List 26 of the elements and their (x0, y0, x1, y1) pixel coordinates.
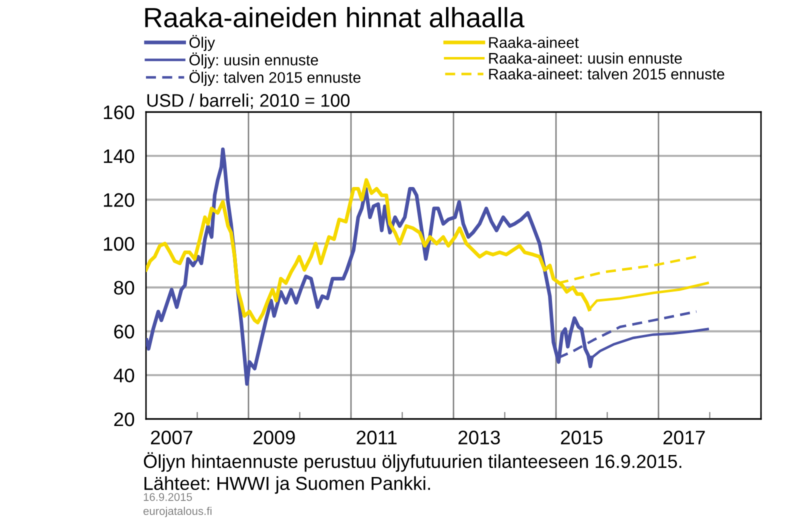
text: eurojatalous.fi (143, 506, 212, 518)
text: Öljyn hintaennuste perustuu öljyfutuurien tilanteeseen 16.9.2015. (144, 452, 682, 472)
legend-label: Öljy: uusin ennuste (189, 52, 318, 68)
x-tick-label: 2007 (150, 430, 192, 444)
x-tick-label: 2009 (253, 430, 295, 444)
x-tick-label: 2015 (560, 430, 602, 444)
y-tick-label: 40 (114, 368, 134, 382)
y-tick-label: 60 (114, 324, 134, 339)
text: 16.9.2015 (144, 493, 192, 501)
y-tick-label: 140 (104, 149, 134, 164)
chart-title: Raaka-aineiden hinnat alhaalla (145, 7, 524, 28)
x-tick-label: 2017 (663, 430, 705, 444)
y-tick-label: 80 (114, 280, 134, 295)
legend-label: Raaka-aineet (489, 36, 579, 48)
y-tick-label: 160 (104, 105, 134, 120)
y-tick-label: 100 (104, 237, 134, 251)
legend-label: Raaka-aineet: talven 2015 ennuste (489, 68, 724, 80)
legend-label: Öljy: talven 2015 ennuste (189, 70, 360, 86)
y-tick-label: 120 (104, 193, 134, 207)
text: Lähteet: HWWI ja Suomen Pankki. (144, 476, 430, 494)
x-tick-label: 2011 (356, 430, 397, 444)
y-tick-label: 20 (114, 412, 134, 426)
legend-label: Raaka-aineet: uusin ennuste (489, 52, 682, 64)
y-axis-title: USD / barreli; 2010 = 100 (147, 94, 350, 109)
legend-label: Öljy (189, 35, 216, 51)
x-tick-label: 2013 (458, 430, 500, 444)
